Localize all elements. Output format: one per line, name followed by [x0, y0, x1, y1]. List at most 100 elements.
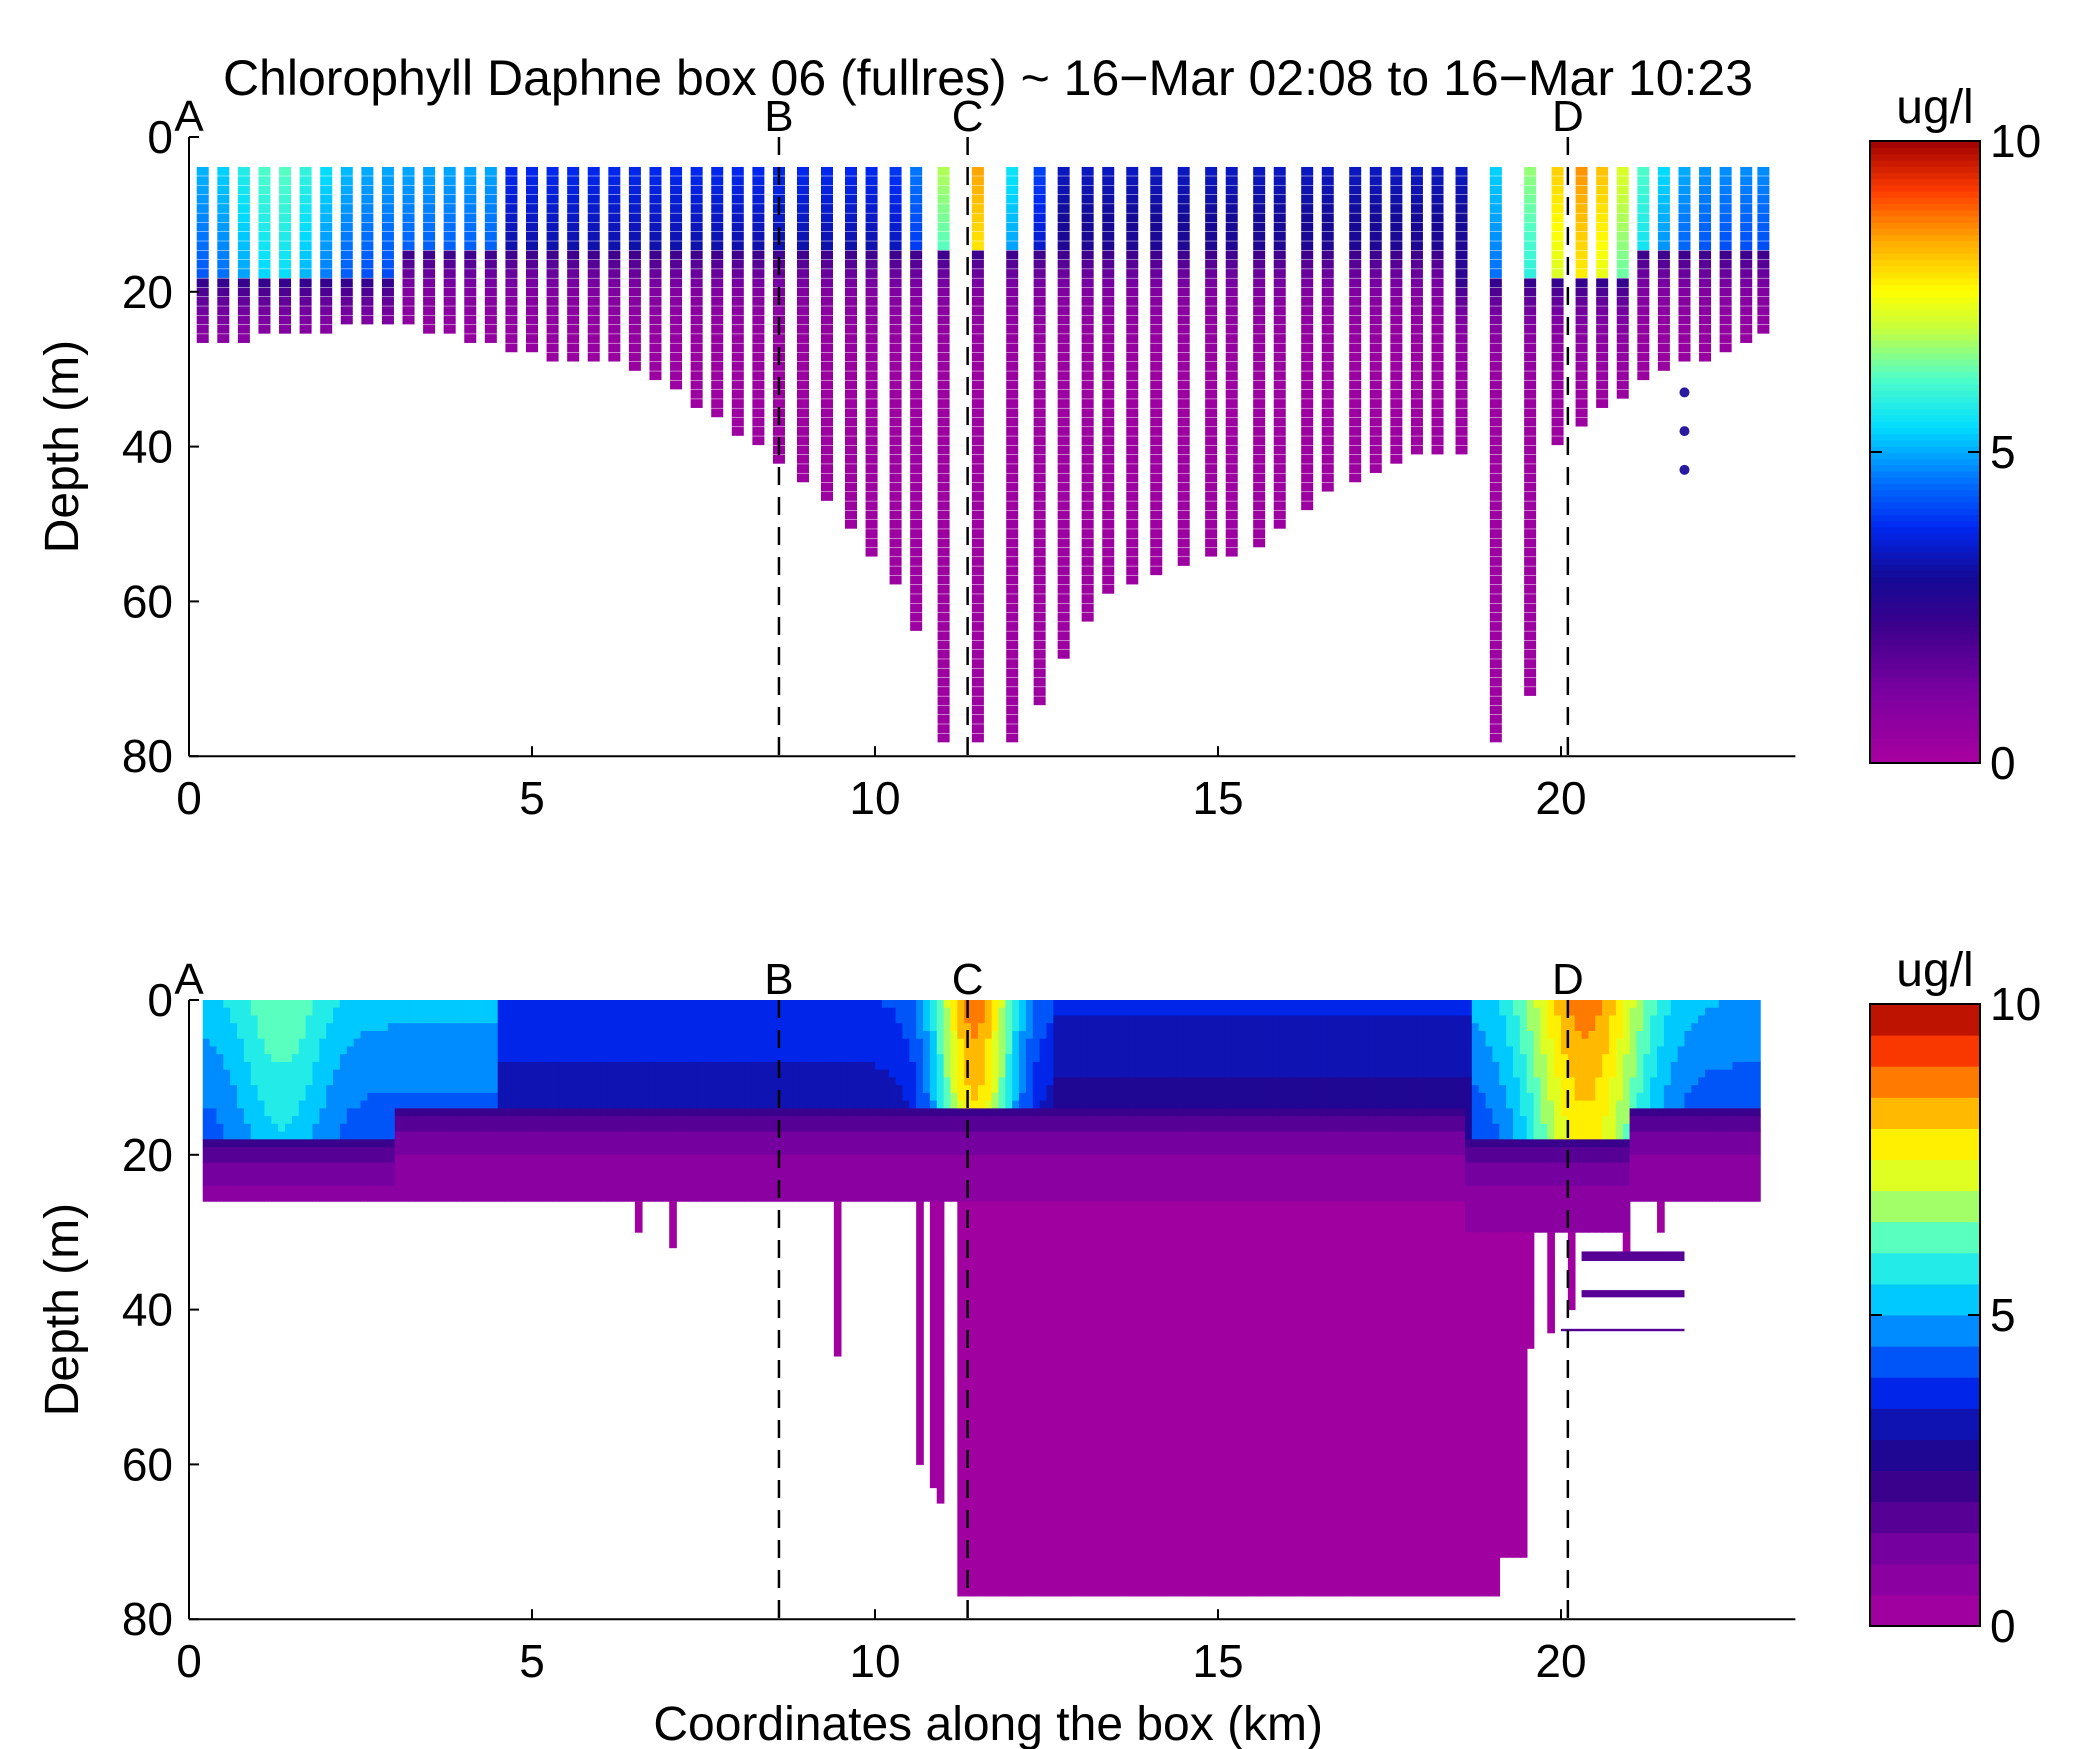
profile-48-sample [1273, 352, 1286, 362]
profile-62-sample [1616, 278, 1629, 288]
contour-cell [504, 1131, 513, 1156]
profile-55-sample [1431, 408, 1444, 418]
contour-cell [1320, 1000, 1329, 1016]
profile-2-sample [237, 213, 250, 223]
top-colorbar-slice [1870, 595, 1980, 603]
contour-cell [1005, 1201, 1013, 1597]
profile-24-sample [690, 287, 703, 297]
contour-cell [1115, 1077, 1123, 1109]
profile-58-sample [1524, 427, 1537, 436]
profile-35-sample [937, 612, 950, 622]
profile-68-sample [1740, 324, 1753, 334]
profile-59-sample [1551, 250, 1564, 260]
profile-66-sample [1699, 269, 1712, 278]
profile-2-sample [237, 269, 250, 278]
profile-49-sample [1301, 343, 1314, 353]
profile-38-sample [1033, 584, 1046, 594]
contour-cell [381, 1162, 389, 1187]
contour-cell [1718, 1116, 1727, 1133]
profile-69-sample [1757, 269, 1770, 278]
contour-cell [1403, 1131, 1411, 1156]
profile-17-sample [546, 222, 559, 232]
contour-cell [1595, 1185, 1603, 1233]
profile-43 [1150, 166, 1163, 576]
profile-9-sample [381, 315, 394, 325]
contour-cell [1643, 1054, 1651, 1109]
profile-36-sample [971, 482, 984, 492]
profile-11-sample [423, 213, 436, 223]
profile-49-sample [1301, 306, 1314, 316]
profile-32 [865, 166, 878, 557]
profile-60-sample [1575, 166, 1588, 176]
profile-27-sample [752, 408, 765, 418]
contour-cell [1067, 1000, 1075, 1016]
top-colorbar-slice [1870, 470, 1980, 478]
profile-41-sample [1102, 371, 1115, 381]
profile-43-sample [1150, 454, 1163, 464]
profile-57-sample [1489, 557, 1502, 566]
profile-34-sample [910, 315, 923, 325]
profile-18-sample [567, 352, 580, 362]
profile-0-sample [196, 250, 209, 260]
profile-60-sample [1575, 231, 1588, 241]
contour-cell [730, 1131, 739, 1156]
contour-cell [1423, 1000, 1432, 1016]
contour-cell [916, 1154, 924, 1202]
contour-cell [1492, 1139, 1501, 1148]
profile-10-sample [402, 250, 415, 260]
profile-28-sample [772, 185, 785, 195]
contour-cell [1657, 1131, 1665, 1156]
deep-band-1 [1581, 1290, 1685, 1298]
profile-55-sample [1431, 436, 1444, 446]
contour-cell [1087, 1015, 1096, 1078]
contour-cell [298, 1139, 307, 1148]
contour-cell [346, 1046, 355, 1109]
profile-39-sample [1057, 371, 1070, 381]
profile-50-sample [1321, 194, 1334, 204]
contour-cell [730, 1154, 739, 1202]
profile-34-sample [910, 547, 923, 557]
contour-cell [1396, 1201, 1405, 1597]
contour-cell [703, 1154, 712, 1202]
top-colorbar-slice [1870, 576, 1980, 584]
contour-cell [689, 1000, 698, 1063]
contour-cell [271, 1061, 279, 1125]
contour-cell [511, 1108, 520, 1117]
profile-2-sample [237, 334, 250, 343]
profile-57-sample [1489, 213, 1502, 223]
profile-54-sample [1410, 185, 1423, 195]
profile-39-sample [1057, 575, 1070, 585]
contour-cell [1135, 1201, 1144, 1597]
contour-cell [1286, 1077, 1295, 1109]
contour-cell [1300, 1116, 1308, 1133]
profile-45-sample [1205, 213, 1218, 223]
profile-6-sample [320, 213, 333, 223]
contour-cell [1032, 1000, 1041, 1063]
profile-23-sample [670, 352, 683, 362]
contour-cell [936, 1108, 945, 1117]
profile-21-sample [628, 334, 641, 343]
contour-cell [1533, 1147, 1542, 1164]
contour-cell [737, 1131, 746, 1156]
contour-cell [401, 1000, 410, 1024]
contour-cell [957, 1131, 965, 1156]
profile-50-sample [1321, 352, 1334, 362]
contour-cell [1183, 1000, 1192, 1016]
profile-1 [217, 166, 230, 343]
profile-32-sample [865, 454, 878, 464]
profile-55-sample [1431, 417, 1444, 427]
contour-cell [442, 1023, 451, 1094]
contour-cell [923, 1154, 931, 1202]
profile-14-sample [484, 194, 497, 204]
profile-38-sample [1033, 454, 1046, 464]
profile-62-sample [1616, 380, 1629, 390]
profile-43-sample [1150, 352, 1163, 362]
profile-24-sample [690, 166, 703, 176]
contour-cell [1533, 1162, 1542, 1187]
contour-cell [820, 1116, 828, 1133]
profile-29-sample [796, 213, 809, 223]
profile-30-sample [820, 362, 833, 371]
profile-63-sample [1637, 315, 1650, 325]
contour-cell [1314, 1000, 1322, 1016]
